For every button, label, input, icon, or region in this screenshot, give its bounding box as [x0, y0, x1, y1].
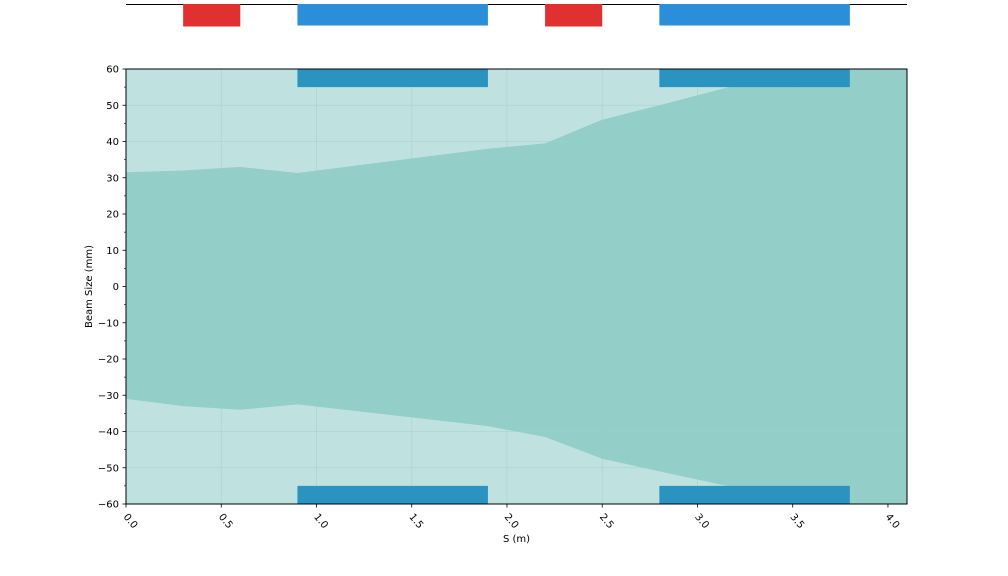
aperture-0: [297, 69, 488, 88]
x-tick-label-5: 2.5: [597, 512, 616, 531]
y-tick-label-10: −40: [98, 427, 119, 438]
axes: 60 50 40 30 20 10 0 −10 −20 −30 −40 −50 −600.0 0.5 1.0…: [98, 65, 908, 531]
y-tick-label-11: −50: [98, 463, 119, 474]
x-tick-label-4: 2.0: [502, 512, 521, 531]
y-tick-label-1: 50: [106, 101, 119, 112]
y-axis-label: Beam Size (mm): [84, 245, 95, 328]
lattice-dipole-2: [545, 4, 603, 27]
x-tick-label-8: 4.0: [883, 512, 902, 531]
x-tick-label-3: 1.5: [406, 512, 425, 531]
plot-area: [125, 68, 907, 505]
y-tick-label-9: −30: [98, 391, 119, 402]
lattice-quadrupole-1: [297, 4, 488, 26]
x-tick-label-6: 3.0: [692, 512, 711, 531]
y-tick-label-5: 10: [106, 246, 119, 257]
aperture-2: [297, 485, 488, 504]
y-tick-label-12: −60: [98, 500, 119, 511]
lattice-dipole-0: [183, 4, 241, 27]
x-tick-label-2: 1.0: [311, 512, 330, 531]
y-tick-label-2: 40: [106, 137, 119, 148]
y-tick-label-6: 0: [113, 282, 119, 293]
aperture-1: [659, 69, 850, 88]
lattice-strip: [126, 4, 907, 27]
aperture-3: [659, 485, 850, 504]
y-tick-label-4: 20: [106, 210, 119, 221]
y-tick-label-0: 60: [106, 65, 119, 76]
lattice-quadrupole-3: [659, 4, 850, 26]
x-tick-label-1: 0.5: [216, 512, 235, 531]
x-tick-label-7: 3.5: [787, 512, 806, 531]
x-tick-label-0: 0.0: [121, 512, 140, 531]
x-axis-label: S (m): [503, 534, 530, 545]
y-tick-label-3: 30: [106, 173, 119, 184]
y-tick-label-8: −20: [98, 355, 119, 366]
y-tick-label-7: −10: [98, 318, 119, 329]
